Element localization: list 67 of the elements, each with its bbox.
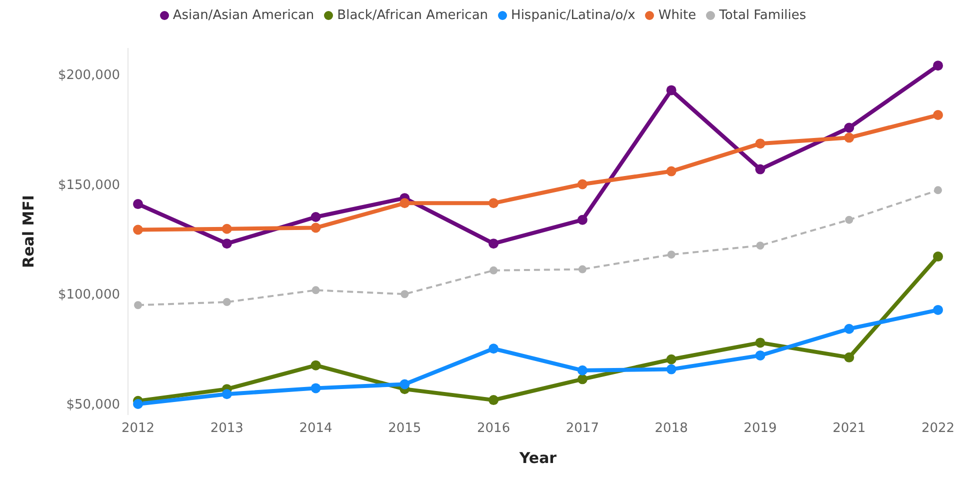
point [488, 395, 499, 406]
point [488, 198, 499, 208]
point [310, 360, 321, 370]
point [577, 374, 588, 384]
point [844, 132, 854, 143]
point [310, 212, 321, 222]
x-tick-label: 2019 [744, 421, 777, 436]
x-tick-label: 2022 [921, 421, 955, 436]
point [222, 298, 231, 306]
point [844, 352, 854, 362]
point [667, 250, 676, 259]
x-tick-label: 2014 [299, 421, 332, 436]
point [400, 198, 410, 208]
point [933, 304, 943, 315]
y-axis-title: Real MFI [19, 195, 38, 268]
point [755, 350, 766, 360]
x-tick-label: 2015 [388, 421, 422, 436]
legend-label: Hispanic/Latina/o/x [511, 8, 636, 23]
point [578, 265, 586, 274]
point [755, 338, 766, 348]
y-tick-label: $150,000 [58, 178, 120, 193]
x-tick-label: 2018 [654, 421, 688, 436]
y-tick-label: $200,000 [58, 68, 120, 83]
point [133, 224, 143, 235]
y-tick-label: $50,000 [66, 398, 120, 413]
point [577, 179, 588, 190]
point [222, 224, 232, 234]
point [134, 301, 142, 310]
x-tick-label: 2021 [832, 421, 866, 436]
point [666, 354, 676, 364]
point [666, 166, 676, 176]
point [755, 138, 766, 149]
point [933, 252, 943, 262]
x-tick-label: 2016 [477, 421, 510, 436]
point [666, 85, 676, 96]
point [934, 186, 942, 194]
point [933, 110, 943, 120]
point [755, 164, 766, 174]
point [844, 324, 854, 334]
x-tick-label: 2017 [566, 421, 599, 436]
x-axis-title: Year [518, 449, 558, 467]
point [133, 199, 143, 210]
point [310, 222, 321, 233]
point [312, 286, 320, 294]
point [577, 365, 588, 376]
point [400, 379, 410, 390]
point [400, 290, 409, 298]
x-tick-label: 2013 [210, 421, 244, 436]
legend-label: Total Families [719, 8, 806, 23]
legend-label: White [658, 8, 696, 23]
point [490, 266, 498, 274]
point [844, 122, 854, 133]
point [933, 60, 943, 71]
point [488, 344, 499, 354]
point [222, 238, 232, 249]
point [577, 214, 588, 225]
y-tick-label: $100,000 [58, 288, 120, 303]
point [756, 242, 764, 250]
point [488, 238, 499, 249]
point [133, 399, 143, 410]
point [845, 216, 854, 224]
point [666, 364, 676, 374]
legend-label: Asian/Asian American [172, 8, 314, 23]
legend-label: Black/African American [337, 8, 488, 23]
x-tick-label: 2012 [121, 421, 155, 436]
point [310, 383, 321, 394]
point [222, 389, 232, 400]
